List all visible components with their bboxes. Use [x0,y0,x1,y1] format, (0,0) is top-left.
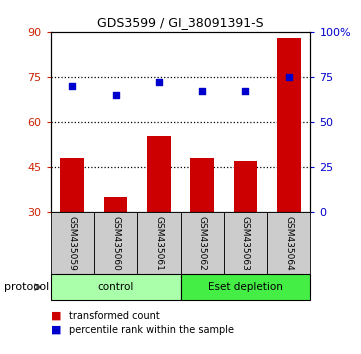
Text: GSM435059: GSM435059 [68,216,77,271]
Point [113,92,118,98]
Point [69,83,75,89]
Bar [60,158,84,212]
Text: control: control [97,282,134,292]
Text: ■: ■ [51,311,61,321]
Text: GSM435060: GSM435060 [111,216,120,271]
Text: GSM435062: GSM435062 [198,216,206,271]
Text: GSM435064: GSM435064 [284,216,293,271]
Bar [234,161,257,212]
Point [156,80,162,85]
Point [199,88,205,94]
Text: protocol: protocol [4,282,49,292]
Point [243,88,248,94]
Bar [147,136,171,212]
Text: Eset depletion: Eset depletion [208,282,283,292]
Bar [190,158,214,212]
Text: GSM435061: GSM435061 [155,216,163,271]
Text: GSM435063: GSM435063 [241,216,250,271]
Bar [104,198,127,212]
Point [286,74,292,80]
Text: transformed count: transformed count [69,311,159,321]
Title: GDS3599 / GI_38091391-S: GDS3599 / GI_38091391-S [97,16,264,29]
Bar [277,38,301,212]
Text: ■: ■ [51,325,61,335]
Text: percentile rank within the sample: percentile rank within the sample [69,325,234,335]
